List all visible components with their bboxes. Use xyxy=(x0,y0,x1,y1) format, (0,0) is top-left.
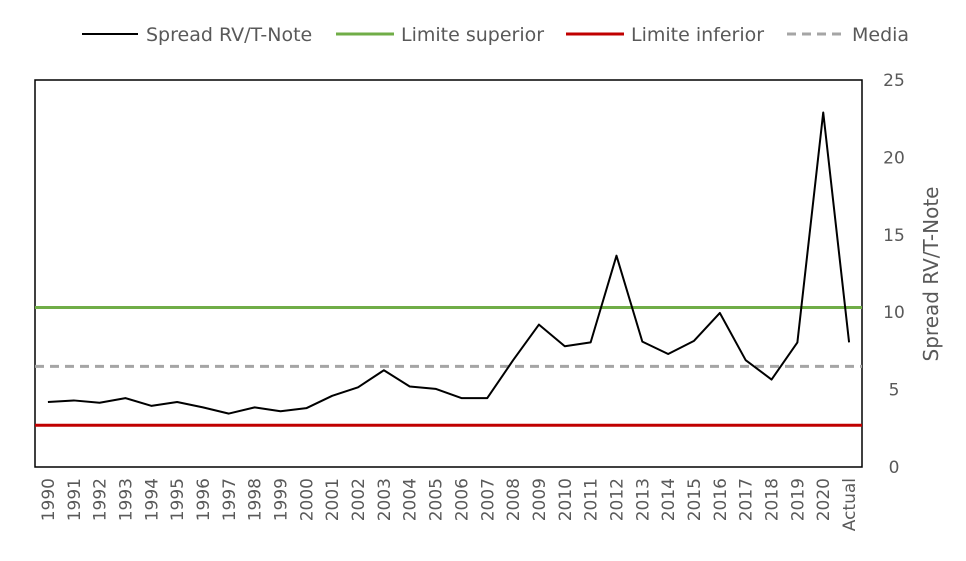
x-tick-label: 2011 xyxy=(582,478,602,521)
x-tick-label: 2007 xyxy=(478,478,498,521)
x-tick-label: 2012 xyxy=(607,478,627,521)
x-tick-label: 2015 xyxy=(685,478,705,521)
series-line-spread-rv-t-note xyxy=(47,111,851,415)
x-tick-label: 2002 xyxy=(349,478,369,521)
x-tick-label: 2018 xyxy=(763,478,783,521)
y-axis-title: Spread RV/T-Note xyxy=(919,187,943,362)
y-tick-label: 5 xyxy=(889,381,900,401)
y-tick-label: 20 xyxy=(883,148,905,168)
x-axis-ticks: 1990 1991 1992 1993 1994 1995 1996 1997 1998 1999… xyxy=(39,478,860,531)
legend-label: Spread RV/T-Note xyxy=(146,24,312,46)
x-tick-label: 2010 xyxy=(556,478,576,521)
x-tick-label: 1996 xyxy=(194,478,214,521)
x-tick-label: 2017 xyxy=(737,478,757,521)
reference-lines xyxy=(35,306,862,427)
x-tick-label: 1994 xyxy=(142,478,162,521)
x-tick-label: 2003 xyxy=(375,478,395,521)
x-tick-label: 1997 xyxy=(220,478,240,521)
x-tick-label: 2006 xyxy=(452,478,472,521)
x-tick-label: 2001 xyxy=(323,478,343,521)
y-tick-label: 15 xyxy=(883,226,905,246)
legend-item-limite-inferior: Limite inferior xyxy=(566,24,764,46)
x-tick-label: 2008 xyxy=(504,478,524,521)
x-tick-label: 1995 xyxy=(168,478,188,521)
x-tick-label: 1999 xyxy=(272,478,292,521)
x-tick-label: 2013 xyxy=(633,478,653,521)
y-axis-ticks: 0 5 10 15 20 25 xyxy=(883,71,905,478)
legend-item-limite-superior: Limite superior xyxy=(336,24,544,46)
x-tick-label: 2016 xyxy=(711,478,731,521)
x-tick-label: 2009 xyxy=(530,478,550,521)
x-tick-label: 2014 xyxy=(659,478,679,521)
x-tick-label: 1991 xyxy=(65,478,85,521)
x-tick-label: 2020 xyxy=(814,478,834,521)
legend-item-spread-rv-t-note: Spread RV/T-Note xyxy=(82,24,312,46)
x-tick-label: 1998 xyxy=(246,478,266,521)
legend-label: Limite superior xyxy=(401,24,544,46)
series-lines xyxy=(47,111,851,415)
plot-area-frame xyxy=(34,79,863,468)
x-tick-label: 1990 xyxy=(39,478,59,521)
x-tick-label: 2019 xyxy=(788,478,808,521)
y-tick-label: 10 xyxy=(883,303,905,323)
legend-label: Limite inferior xyxy=(631,24,764,46)
x-tick-label: 1993 xyxy=(116,478,136,521)
legend: Spread RV/T-Note Limite superior Limite in… xyxy=(82,24,909,46)
x-tick-label: 2005 xyxy=(427,478,447,521)
y-tick-label: 25 xyxy=(883,71,905,91)
x-tick-label: 2004 xyxy=(401,478,421,521)
x-tick-label: Actual xyxy=(840,478,860,531)
x-tick-label: 2000 xyxy=(297,478,317,521)
legend-item-media: Media xyxy=(787,24,909,46)
x-tick-label: 1992 xyxy=(91,478,111,521)
legend-label: Media xyxy=(852,24,909,46)
y-tick-label: 0 xyxy=(889,458,900,478)
